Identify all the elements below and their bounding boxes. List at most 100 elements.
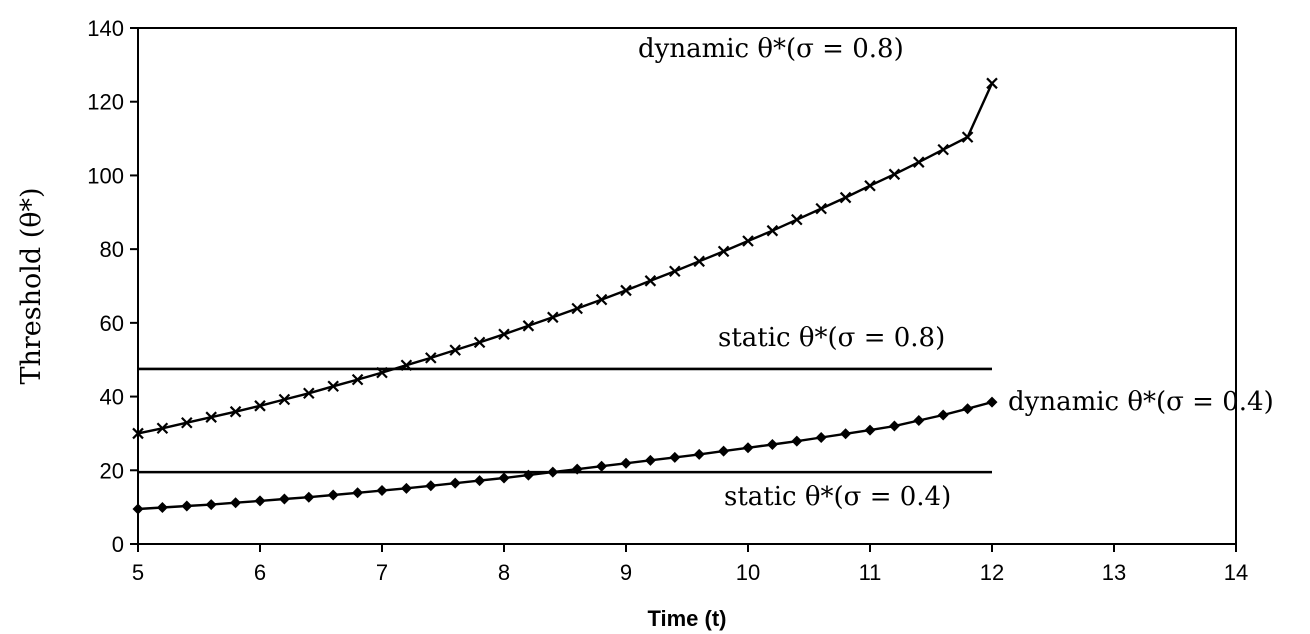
diamond-marker-point	[840, 428, 852, 440]
x-marker-point	[400, 359, 413, 372]
series-lines	[137, 82, 994, 511]
tick-labels: 0 20 40 60 80 100 120 140 5 6 7 8 9 10 11 12 13 14	[87, 16, 1248, 585]
x-tick-label: 5	[132, 560, 144, 585]
x-marker-point	[205, 411, 217, 423]
series-markers	[132, 77, 998, 515]
x-marker-point	[132, 427, 144, 440]
x-marker-point	[449, 344, 461, 356]
x-marker-point	[888, 168, 901, 181]
x-marker-point	[473, 336, 486, 349]
y-tick-label: 60	[100, 311, 124, 336]
x-marker-point	[278, 393, 291, 406]
diamond-marker-point	[571, 463, 583, 475]
diamond-marker-point	[181, 500, 193, 512]
y-tick-label: 140	[87, 16, 124, 41]
diamond-marker-point	[864, 424, 876, 436]
x-axis-title: Time (t)	[647, 606, 726, 631]
diamond-marker-point	[596, 460, 608, 472]
x-marker-point	[376, 366, 388, 379]
diamond-marker-point	[303, 491, 315, 503]
diamond-marker-point	[327, 489, 339, 501]
label-static-0-4: static θ*(σ = 0.4)	[724, 482, 951, 512]
x-marker-point	[693, 255, 705, 268]
x-marker-point	[864, 179, 876, 192]
x-marker-point	[327, 380, 339, 393]
diamond-marker-point	[791, 435, 803, 447]
x-marker-point	[595, 293, 608, 306]
x-marker-point	[620, 284, 632, 297]
diamond-marker-point	[620, 457, 632, 469]
diamond-marker-point	[913, 415, 925, 427]
diamond-marker-point	[352, 487, 364, 499]
static-lines	[138, 367, 992, 474]
x-marker-point	[742, 235, 754, 247]
x-marker-point	[815, 202, 827, 215]
diamond-marker-point	[718, 445, 730, 457]
diamond-marker-point	[766, 438, 778, 450]
diamond-marker-point	[278, 493, 290, 505]
diamond-marker-point	[132, 503, 144, 515]
x-marker-point	[766, 224, 779, 237]
y-tick-label: 120	[87, 90, 124, 115]
y-tick-label: 40	[100, 385, 124, 410]
diamond-marker-point	[498, 472, 510, 484]
label-dynamic-0-8: dynamic θ*(σ = 0.8)	[638, 34, 904, 64]
diamond-marker-point	[888, 420, 900, 432]
x-marker-point	[156, 422, 169, 435]
x-marker-point	[913, 156, 925, 168]
x-marker-point	[498, 328, 510, 341]
y-tick-label: 100	[87, 163, 124, 188]
diamond-marker-point	[449, 477, 461, 489]
diamond-marker-point	[986, 396, 998, 408]
label-dynamic-0-4: dynamic θ*(σ = 0.4)	[1008, 387, 1274, 417]
x-marker-point	[839, 191, 852, 204]
diamond-marker-point	[425, 480, 437, 492]
y-axis-title: Threshold (θ*)	[16, 187, 47, 384]
x-marker-point	[644, 275, 657, 287]
x-tick-label: 7	[376, 560, 388, 585]
diamond-marker-point	[230, 497, 242, 509]
x-tick-label: 14	[1224, 560, 1248, 585]
x-marker-point	[547, 311, 559, 324]
axes	[130, 27, 1237, 552]
diamond-marker-point	[742, 442, 754, 454]
x-marker-point	[717, 245, 730, 258]
x-tick-label: 13	[1102, 560, 1126, 585]
x-tick-label: 8	[498, 560, 510, 585]
x-marker-point	[791, 213, 803, 226]
x-marker-point	[937, 143, 949, 156]
diamond-marker-point	[644, 454, 656, 466]
label-static-0-8: static θ*(σ = 0.8)	[718, 323, 945, 353]
x-tick-label: 9	[620, 560, 632, 585]
x-marker-point	[961, 131, 974, 143]
diamond-marker-point	[815, 431, 827, 443]
x-marker-point	[351, 373, 364, 386]
plot-frame	[137, 27, 1237, 545]
x-marker-point	[254, 400, 266, 412]
diamond-marker-point	[474, 475, 486, 487]
diamond-marker-point	[962, 403, 974, 415]
x-marker-point	[986, 77, 998, 90]
diamond-marker-point	[156, 502, 168, 514]
x-marker-point	[571, 302, 583, 315]
diamond-marker-point	[400, 482, 412, 494]
x-tick-label: 10	[736, 560, 760, 585]
y-tick-label: 20	[100, 458, 124, 483]
diamond-marker-point	[669, 451, 681, 463]
y-tick-label: 0	[112, 532, 124, 557]
x-tick-label: 11	[859, 560, 882, 585]
x-marker-point	[669, 265, 681, 278]
diamond-marker-point	[547, 466, 559, 478]
x-marker-point	[522, 320, 535, 332]
diamond-marker-point	[522, 469, 534, 481]
y-tick-label: 80	[100, 237, 124, 262]
x-marker-point	[303, 387, 315, 400]
dynamic-series-line	[137, 82, 994, 435]
diamond-marker-point	[693, 448, 705, 460]
diamond-marker-point	[937, 409, 949, 421]
x-marker-point	[181, 416, 193, 429]
diamond-marker-point	[205, 499, 217, 511]
diamond-marker-point	[254, 495, 266, 507]
x-tick-label: 12	[980, 560, 1004, 585]
